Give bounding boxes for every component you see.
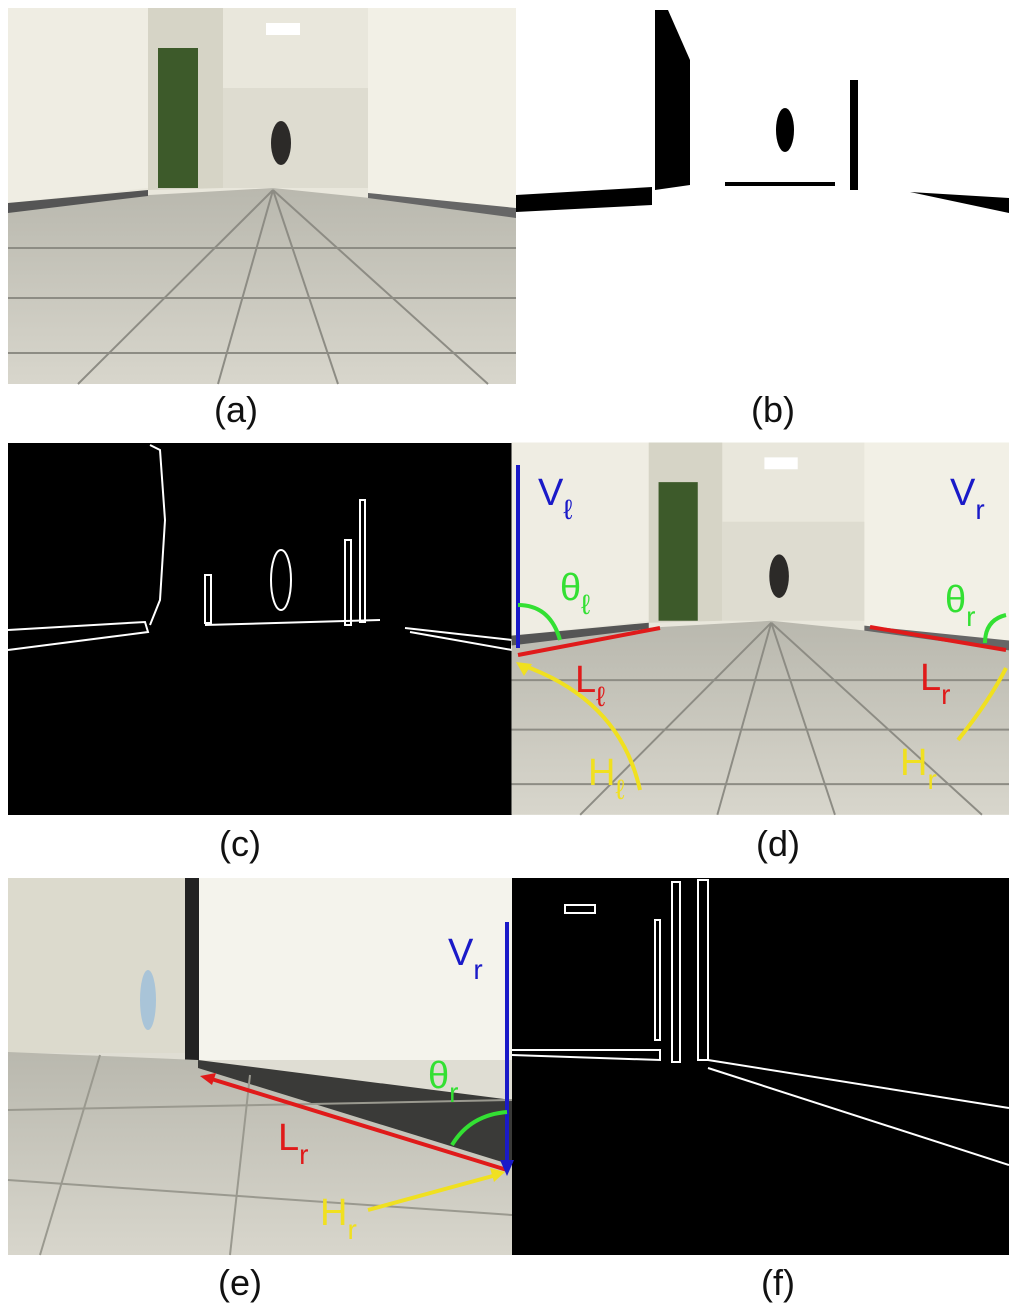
image-c xyxy=(8,443,512,815)
figure: (a) (b) (c) (d) (e) (f) Vℓ θℓ Lℓ Hℓ Vr θ… xyxy=(0,0,1009,1306)
panel-label: (e) xyxy=(218,1262,262,1303)
image-a xyxy=(8,8,516,384)
image-d xyxy=(512,443,1009,815)
image-b xyxy=(516,8,1009,384)
panel-label: (f) xyxy=(761,1262,795,1303)
panel-label: (c) xyxy=(219,823,261,864)
panel-label: (d) xyxy=(756,823,800,864)
panel-label: (b) xyxy=(751,389,795,430)
image-f xyxy=(512,878,1009,1255)
panel-label: (a) xyxy=(214,389,258,430)
